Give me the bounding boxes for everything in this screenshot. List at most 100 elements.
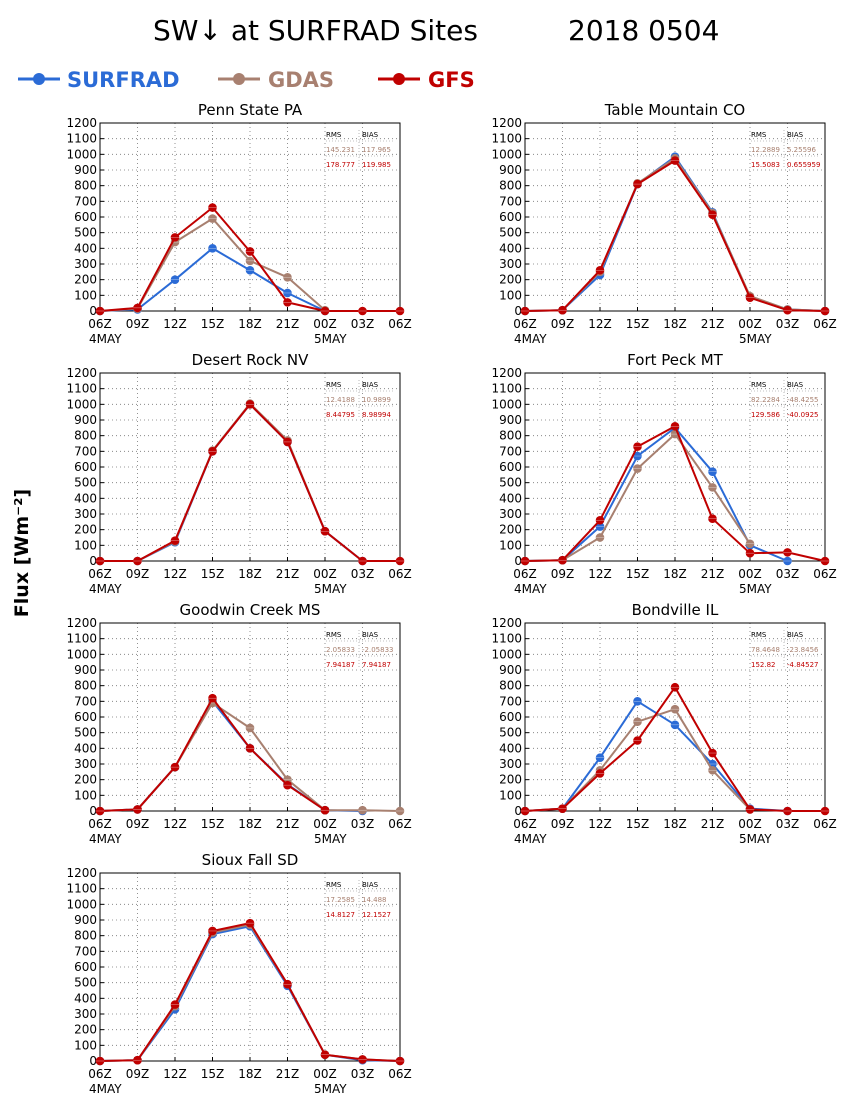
y-tick-label-10: 1000 <box>66 647 97 661</box>
x-tick-label-2: 12Z <box>163 1067 187 1081</box>
x-tick-label-4: 18Z <box>238 567 262 581</box>
data-point <box>633 442 642 451</box>
x-tick-label-7: 03Z <box>351 1067 375 1081</box>
data-point <box>708 748 717 758</box>
y-tick-label-9: 900 <box>74 663 97 677</box>
x-tick-label-4: 18Z <box>238 817 262 831</box>
stats-header-rms: RMS <box>326 131 342 139</box>
x-tick-label-8: 06Z <box>388 1067 412 1081</box>
panels: Penn State PA010020030040050060070080090… <box>66 101 836 1096</box>
y-tick-label-9: 900 <box>499 163 522 177</box>
legend-marker-gfs <box>393 73 405 85</box>
data-point <box>245 400 255 409</box>
y-tick-label-3: 300 <box>499 507 522 521</box>
data-point <box>783 548 792 557</box>
y-tick-label-1: 100 <box>499 788 522 802</box>
grid <box>100 623 400 811</box>
data-point <box>520 556 530 566</box>
series-line <box>524 157 826 312</box>
stats-table: RMS BIAS 2.05833 -2.05833 7.94187 7.94187 <box>326 630 394 669</box>
data-point <box>633 464 642 473</box>
y-tick-label-8: 800 <box>74 929 97 943</box>
y-tick-label-12: 1200 <box>66 616 97 630</box>
x-date-label-0: 4MAY <box>89 582 122 596</box>
x-tick-label-7: 03Z <box>351 317 375 331</box>
data-point <box>595 515 605 525</box>
data-point <box>245 247 255 256</box>
stats-table: RMS BIAS 145.231 117.965 178.777 119.985 <box>326 130 394 169</box>
data-point <box>283 273 292 282</box>
series-line <box>99 700 363 812</box>
x-tick-label-2: 12Z <box>588 817 612 831</box>
stats-gfs-bias: -40.0925 <box>787 411 818 419</box>
y-tick-label-9: 900 <box>74 413 97 427</box>
x-tick-label-5: 21Z <box>276 567 300 581</box>
data-point <box>395 806 405 816</box>
y-tick-label-10: 1000 <box>66 397 97 411</box>
grid <box>525 373 825 561</box>
x-tick-label-4: 18Z <box>238 1067 262 1081</box>
x-tick-label-6: 00Z <box>738 317 762 331</box>
data-point <box>633 736 642 745</box>
y-tick-label-4: 400 <box>74 991 97 1005</box>
x-date-label-1: 5MAY <box>314 332 347 346</box>
series-surfrad <box>520 152 830 316</box>
y-tick-label-12: 1200 <box>66 366 97 380</box>
x-tick-label-2: 12Z <box>588 317 612 331</box>
stats-gdas-rms: 82.2284 <box>751 396 780 404</box>
x-tick-label-4: 18Z <box>663 317 687 331</box>
legend-label-gdas: GDAS <box>268 68 334 92</box>
data-point <box>670 720 680 730</box>
stats-gfs-rms: 152.82 <box>751 661 776 669</box>
x-tick-label-3: 15Z <box>201 317 225 331</box>
y-tick-label-7: 700 <box>74 694 97 708</box>
stats-gfs-rms: 129.586 <box>751 411 780 419</box>
data-point <box>708 514 717 523</box>
data-point <box>595 769 605 778</box>
y-tick-label-5: 500 <box>499 226 522 240</box>
x-tick-label-7: 03Z <box>351 817 375 831</box>
y-tick-label-12: 1200 <box>491 116 522 130</box>
x-date-label-0: 4MAY <box>514 582 547 596</box>
x-tick-label-5: 21Z <box>276 1067 300 1081</box>
x-tick-label-6: 00Z <box>313 817 337 831</box>
x-tick-label-1: 09Z <box>126 817 150 831</box>
y-tick-label-7: 700 <box>499 194 522 208</box>
y-tick-label-1: 100 <box>74 1038 97 1052</box>
data-point <box>558 305 567 315</box>
series-line <box>524 700 788 812</box>
y-tick-label-3: 300 <box>74 257 97 271</box>
stats-gdas-bias: -48.4255 <box>787 396 818 404</box>
y-tick-label-0: 0 <box>514 304 522 318</box>
stats-gdas-bias: -23.8456 <box>787 646 819 654</box>
x-tick-label-0: 06Z <box>513 317 537 331</box>
x-tick-label-8: 06Z <box>388 317 412 331</box>
y-tick-label-10: 1000 <box>491 147 522 161</box>
x-tick-label-7: 03Z <box>351 567 375 581</box>
y-tick-label-5: 500 <box>74 226 97 240</box>
x-date-label-1: 5MAY <box>739 832 772 846</box>
data-point <box>783 556 792 566</box>
stats-gfs-bias: 7.94187 <box>362 661 391 669</box>
data-point <box>95 556 105 566</box>
data-point <box>208 447 217 456</box>
y-tick-label-12: 1200 <box>66 116 97 130</box>
data-point <box>170 1000 180 1009</box>
data-point <box>783 806 792 816</box>
stats-gfs-bias: 12.1527 <box>362 911 391 919</box>
stats-header-rms: RMS <box>326 381 342 389</box>
stats-header-rms: RMS <box>751 381 767 389</box>
y-tick-label-5: 500 <box>74 726 97 740</box>
stats-gfs-rms: 7.94187 <box>326 661 355 669</box>
data-point <box>95 1056 105 1066</box>
x-date-label-1: 5MAY <box>739 582 772 596</box>
x-tick-label-0: 06Z <box>88 317 112 331</box>
stats-gdas-bias: 117.965 <box>362 146 391 154</box>
stats-header-rms: RMS <box>326 881 342 889</box>
stats-header-bias: BIAS <box>362 381 379 389</box>
data-point <box>133 1055 142 1065</box>
data-point <box>633 179 642 189</box>
